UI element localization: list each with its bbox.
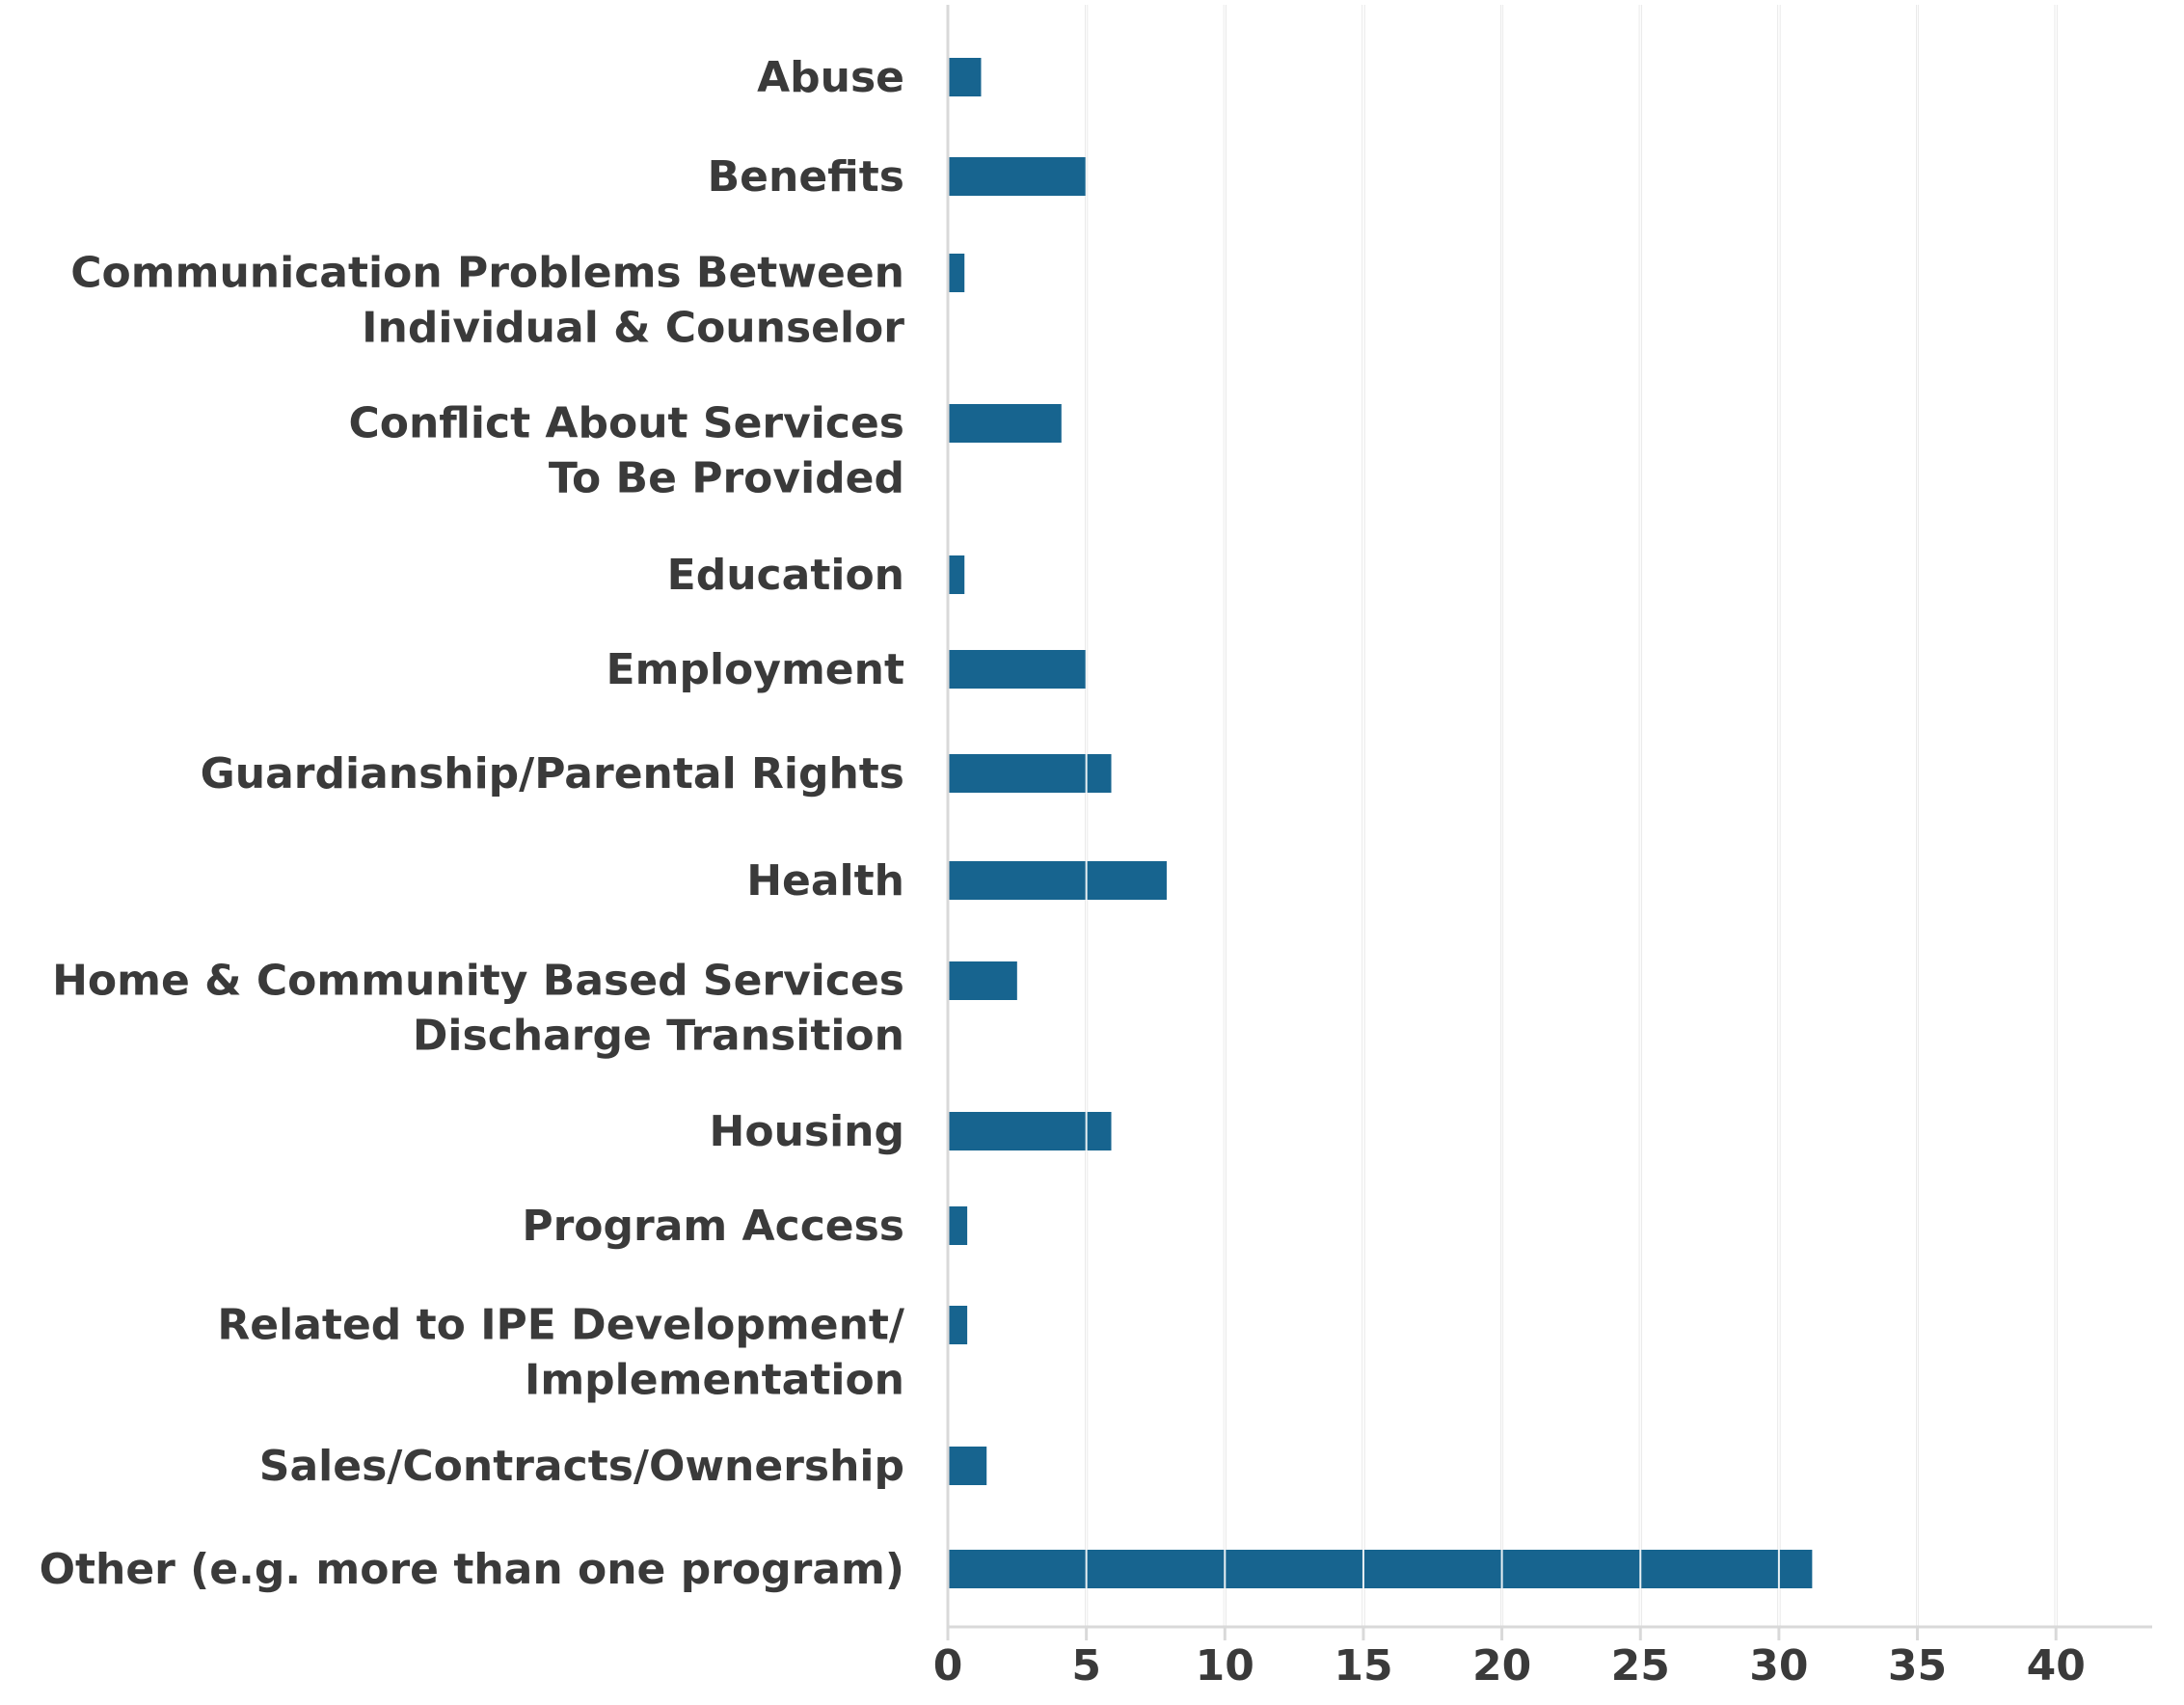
x-tick-label: 0: [933, 1641, 963, 1691]
category-label: Discharge Transition: [413, 1012, 904, 1061]
bar: [948, 1306, 968, 1344]
category-label: To Be Provided: [549, 454, 904, 503]
label-layer: Abuse Benefits Communication Problems Betw…: [40, 53, 905, 1594]
category-label: Abuse: [757, 53, 904, 102]
bar: [948, 254, 965, 292]
bar-layer: [948, 58, 1813, 1588]
axis-layer: [946, 5, 2152, 1640]
category-label: Implementation: [525, 1356, 904, 1405]
category-label: Program Access: [522, 1202, 904, 1251]
x-tick-label: 25: [1611, 1641, 1670, 1691]
tick-layer: 0 5 10 15 20 25 30 35 40: [933, 1641, 2086, 1691]
bar: [948, 650, 1087, 689]
category-label: Housing: [710, 1107, 904, 1156]
bar: [948, 1550, 1813, 1588]
bar: [948, 58, 982, 96]
category-label: Education: [667, 551, 904, 600]
bar: [948, 555, 965, 594]
x-tick-label: 30: [1749, 1641, 1808, 1691]
category-label: Conflict About Services: [348, 399, 904, 448]
bar: [948, 961, 1017, 1000]
category-label: Sales/Contracts/Ownership: [259, 1442, 904, 1491]
bar: [948, 861, 1167, 900]
grid-layer: [1085, 5, 2058, 1627]
overlay-grid-layer: [1085, 5, 2058, 1627]
category-label: Benefits: [708, 152, 904, 202]
category-label: Related to IPE Development/: [217, 1301, 905, 1350]
x-tick-label: 40: [2027, 1641, 2086, 1691]
category-label: Home & Community Based Services: [52, 957, 904, 1006]
x-tick-label: 15: [1334, 1641, 1392, 1691]
bar: [948, 1112, 1112, 1150]
bar: [948, 157, 1087, 196]
x-tick-label: 35: [1888, 1641, 1947, 1691]
category-label: Communication Problems Between: [70, 249, 904, 298]
bar: [948, 754, 1112, 793]
category-label: Guardianship/Parental Rights: [201, 749, 904, 798]
category-label: Health: [746, 856, 904, 906]
bar: [948, 404, 1062, 443]
x-tick-label: 5: [1071, 1641, 1101, 1691]
category-label: Individual & Counselor: [362, 304, 904, 353]
bar: [948, 1447, 987, 1485]
bar: [948, 1206, 968, 1245]
category-label: Other (e.g. more than one program): [40, 1545, 904, 1594]
category-label: Employment: [607, 645, 904, 694]
x-tick-label: 10: [1196, 1641, 1254, 1691]
x-tick-label: 20: [1472, 1641, 1531, 1691]
